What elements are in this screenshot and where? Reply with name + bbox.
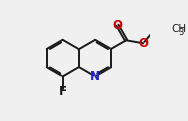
Text: CH: CH — [172, 24, 187, 34]
Text: 3: 3 — [178, 28, 184, 37]
Text: N: N — [90, 70, 100, 83]
Text: O: O — [112, 19, 122, 32]
Text: F: F — [59, 85, 67, 98]
Text: O: O — [138, 37, 148, 50]
